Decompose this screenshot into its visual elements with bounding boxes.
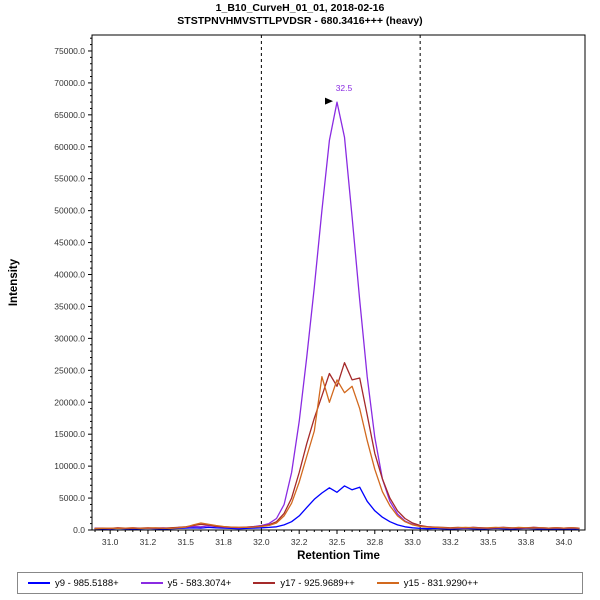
x-tick-label: 33.5 xyxy=(480,537,497,547)
y-tick-label: 60000.0 xyxy=(54,142,85,152)
y-tick-label: 70000.0 xyxy=(54,78,85,88)
chart-title-line1: 1_B10_CurveH_01_01, 2018-02-16 xyxy=(215,2,385,14)
series-line-y15[interactable] xyxy=(94,376,580,530)
x-tick-label: 31.5 xyxy=(177,537,194,547)
x-tick-label: 34.0 xyxy=(556,537,573,547)
y-tick-label: 45000.0 xyxy=(54,238,85,248)
legend-item-y17[interactable]: y17 - 925.9689++ xyxy=(253,577,355,589)
x-tick-label: 32.8 xyxy=(367,537,384,547)
x-tick-label: 31.0 xyxy=(102,537,119,547)
y-tick-label: 50000.0 xyxy=(54,206,85,216)
peak-id-arrow-icon xyxy=(324,97,333,105)
peak-apex-label: 32.5 xyxy=(336,83,353,93)
y-tick-label: 20000.0 xyxy=(54,397,85,407)
y-tick-label: 25000.0 xyxy=(54,365,85,375)
legend: y9 - 985.5188+ y5 - 583.3074+ y17 - 925.96… xyxy=(17,572,583,594)
x-tick-label: 31.8 xyxy=(215,537,232,547)
chart-title-line2: STSTPNVHMVSTTLPVDSR - 680.3416+++ (heavy… xyxy=(177,15,423,27)
legend-line-sample xyxy=(140,582,163,584)
y-tick-label: 75000.0 xyxy=(54,46,85,56)
x-tick-label: 32.2 xyxy=(291,537,308,547)
y-axis-title: Intensity xyxy=(8,258,20,306)
legend-label: y17 - 925.9689++ xyxy=(280,577,355,589)
legend-label: y5 - 583.3074+ xyxy=(167,577,232,589)
x-tick-label: 33.8 xyxy=(518,537,535,547)
y-tick-label: 15000.0 xyxy=(54,429,85,439)
y-tick-label: 10000.0 xyxy=(54,461,85,471)
x-tick-label: 31.2 xyxy=(140,537,157,547)
chromatogram-plot[interactable]: 31.0 31.2 31.5 31.8 32.0 32.2 32.5 32.8 33.0 33.2… xyxy=(0,0,600,568)
y-tick-label: 55000.0 xyxy=(54,174,85,184)
legend-label: y15 - 831.9290++ xyxy=(403,577,479,589)
y-tick-label: 0.0 xyxy=(73,525,85,535)
plot-frame xyxy=(91,34,586,531)
legend-line-sample xyxy=(28,582,50,584)
legend-line-sample xyxy=(376,582,399,584)
legend-item-y5[interactable]: y5 - 583.3074+ xyxy=(140,577,232,589)
legend-item-y15[interactable]: y15 - 831.9290++ xyxy=(376,577,479,589)
x-tick-label: 33.0 xyxy=(404,537,421,547)
y-tick-label: 5000.0 xyxy=(59,493,85,503)
y-tick-label: 30000.0 xyxy=(54,333,85,343)
legend-item-y9[interactable]: y9 - 985.5188+ xyxy=(28,578,119,589)
legend-line-sample xyxy=(253,582,276,584)
x-tick-label: 33.2 xyxy=(442,537,459,547)
x-axis-title: Retention Time xyxy=(297,550,380,562)
x-tick-label: 32.0 xyxy=(253,537,270,547)
y-tick-label: 65000.0 xyxy=(54,110,85,120)
legend-label: y9 - 985.5188+ xyxy=(55,577,119,589)
y-tick-label: 35000.0 xyxy=(54,301,85,311)
y-tick-label: 40000.0 xyxy=(54,270,85,280)
chart-titles: 1_B10_CurveH_01_01, 2018-02-16 STSTPNVHM… xyxy=(0,2,600,28)
x-tick-label: 32.5 xyxy=(329,537,346,547)
